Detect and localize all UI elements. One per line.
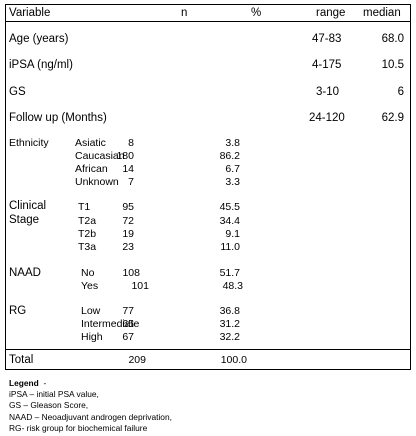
percent-value: 34.4 <box>219 215 240 227</box>
row-range-gs: 3-10 <box>316 86 340 98</box>
category-label: Intermediate <box>81 318 140 330</box>
count-value: 72 <box>122 215 134 227</box>
header-n: n <box>181 7 188 19</box>
legend-title: Legend - <box>9 378 47 388</box>
count-value: 7 <box>128 176 134 188</box>
group-label-clinical: Clinical <box>9 200 47 212</box>
count-value: 19 <box>122 228 134 240</box>
percent-value: 11.0 <box>220 241 240 253</box>
group-label-naad: NAAD <box>9 267 41 279</box>
percent-value: 31.2 <box>219 318 240 330</box>
legend-line: iPSA – initial PSA value, <box>9 389 99 400</box>
group-label-ethnicity: Ethnicity <box>9 137 49 149</box>
row-range-ipsa: 4-175 <box>312 59 342 71</box>
count-value: 67 <box>122 331 134 343</box>
total-label: Total <box>9 354 34 366</box>
legend-line: NAAD – Neoadjuvant androgen deprivation, <box>9 411 172 422</box>
header-variable: Variable <box>9 7 51 19</box>
total-count: 209 <box>128 354 146 366</box>
row-label-gs: GS <box>9 86 26 98</box>
percent-value: 36.8 <box>219 305 240 317</box>
category-label: T2a <box>78 215 97 227</box>
category-label: Caucasian <box>75 150 125 162</box>
count-value: 180 <box>116 150 134 162</box>
percent-value: 6.7 <box>225 163 240 175</box>
percent-value: 51.7 <box>219 267 240 279</box>
category-label: Low <box>81 305 101 317</box>
row-median-ipsa: 10.5 <box>381 59 404 71</box>
count-value: 108 <box>122 267 140 279</box>
percent-value: 3.8 <box>225 137 240 149</box>
category-label: T2b <box>78 228 97 240</box>
count-value: 14 <box>122 163 134 175</box>
percent-value: 32.2 <box>219 331 240 343</box>
category-label: High <box>81 331 103 343</box>
percent-value: 48.3 <box>222 280 243 292</box>
header-median: median <box>363 7 401 19</box>
count-value: 8 <box>128 137 134 149</box>
category-label: Yes <box>81 280 99 292</box>
group-label-stage: Stage <box>9 214 40 226</box>
row-median-gs: 6 <box>397 86 404 98</box>
count-value: 101 <box>131 280 149 292</box>
header-percent: % <box>251 7 262 19</box>
category-label: No <box>81 267 95 279</box>
header-range: range <box>316 7 346 19</box>
count-value: 23 <box>122 241 134 253</box>
count-value: 95 <box>122 201 134 213</box>
category-label: Unknown <box>75 176 119 188</box>
category-label: African <box>75 163 108 175</box>
total-percent: 100.0 <box>220 354 247 366</box>
row-label-followup: Follow up (Months) <box>9 112 107 124</box>
legend-line: GS – Gleason Score, <box>9 400 89 411</box>
percent-value: 9.1 <box>225 228 240 240</box>
row-median-age: 68.0 <box>381 33 404 45</box>
row-range-followup: 24-120 <box>309 112 345 124</box>
category-label: T3a <box>78 241 97 253</box>
category-label: T1 <box>78 201 91 213</box>
row-median-followup: 62.9 <box>381 112 404 124</box>
percent-value: 45.5 <box>219 201 240 213</box>
category-label: Asiatic <box>75 137 106 149</box>
legend-line: RG- risk group for biochemical failure <box>9 422 148 433</box>
legend-dash: - <box>43 378 47 388</box>
percent-value: 3.3 <box>225 176 240 188</box>
legend: Legend - iPSA – initial PSA value, GS – … <box>9 378 172 434</box>
count-value: 65 <box>122 318 134 330</box>
row-label-age: Age (years) <box>9 33 69 45</box>
row-range-age: 47-83 <box>312 33 342 45</box>
group-label-rg: RG <box>9 305 27 317</box>
total-divider <box>6 349 410 350</box>
percent-value: 86.2 <box>219 150 240 162</box>
row-label-ipsa: iPSA (ng/ml) <box>9 59 73 71</box>
count-value: 77 <box>122 305 134 317</box>
header-divider <box>6 21 410 22</box>
data-table: Variable n % range median Age (years) 47… <box>5 4 411 370</box>
